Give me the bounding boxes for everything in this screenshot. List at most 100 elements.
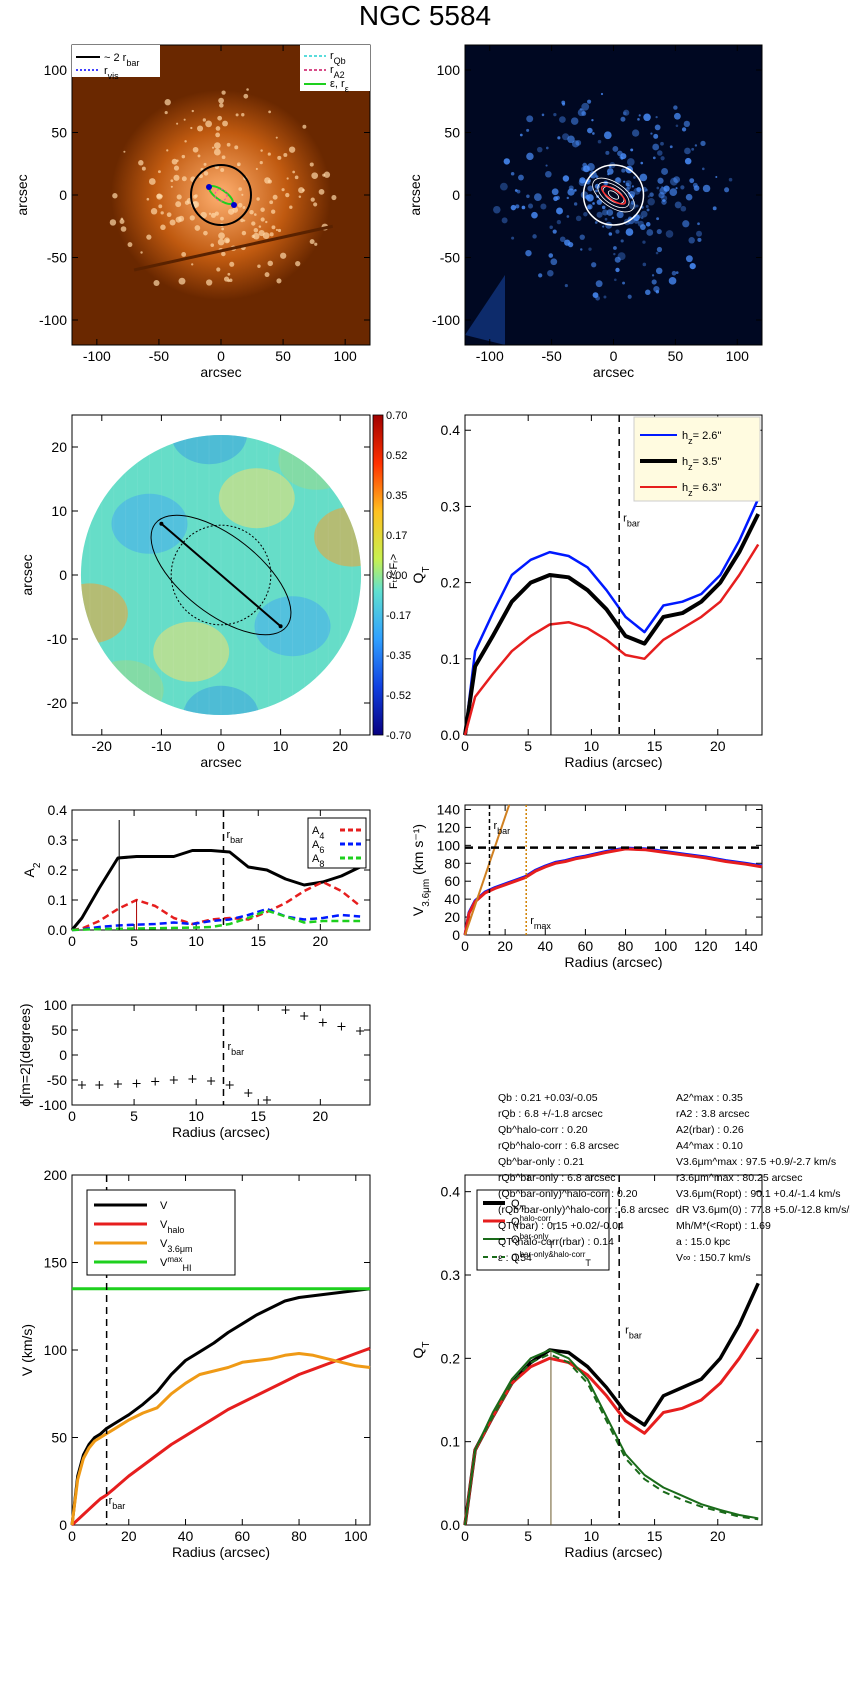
colorbar-tick-label: -0.52 [386, 690, 411, 702]
residual-knot [587, 205, 592, 210]
residual-knot [604, 217, 608, 221]
p2-ytick-label: -100 [432, 312, 460, 328]
p9-series-3 [464, 1353, 759, 1526]
galaxy-knot [213, 148, 221, 156]
galaxy-knot [226, 142, 231, 147]
residual-knot [533, 193, 542, 201]
residual-knot [642, 240, 646, 244]
phase-point [113, 1080, 122, 1088]
galaxy-knot [153, 279, 160, 287]
residual-knot [592, 292, 599, 299]
param-ra2: rA2 : 3.8 arcsec [676, 1108, 750, 1120]
residual-knot [655, 267, 663, 275]
galaxy-knot [275, 228, 279, 232]
galaxy-knot [221, 90, 226, 95]
bar-ellipse [150, 514, 292, 636]
p2-image-bg [465, 45, 762, 345]
residual-knot [516, 189, 521, 194]
residual-knot [691, 147, 695, 151]
p6-xtick-label: 120 [694, 938, 718, 954]
p6-frame [464, 804, 763, 936]
galaxy-knot [253, 227, 259, 233]
parameter-column-left: Qb : 0.21 +0.03/-0.05 rQb : 6.8 +/-1.8 a… [498, 1090, 669, 1266]
residual-knot [692, 182, 698, 188]
residual-knot [656, 217, 660, 221]
residual-knot [669, 145, 673, 149]
residual-knot [669, 188, 678, 196]
p4-xlabel: Radius (arcsec) [564, 754, 662, 770]
residual-knot [581, 111, 587, 116]
galaxy-knot [323, 171, 331, 178]
p5-series-a6 [71, 907, 361, 932]
isophote-contour [592, 177, 635, 213]
galaxy-knot [331, 194, 337, 201]
galaxy-knot [173, 174, 180, 181]
residual-knot [548, 253, 554, 258]
phase-point [132, 1079, 141, 1088]
residual-knot [684, 147, 691, 155]
p8-ytick-label: 100 [44, 1342, 68, 1358]
p3-xtick-label: -10 [151, 738, 171, 754]
p3-ytick-label: -10 [47, 631, 67, 647]
residual-knot [656, 229, 662, 235]
galaxy-knot [242, 206, 246, 209]
galaxy-knot [197, 125, 204, 132]
heatmap-blob [111, 493, 188, 554]
galaxy-knot [160, 224, 166, 231]
galaxy-knot [251, 221, 256, 226]
residual-knot [601, 205, 606, 210]
p3-ytick-label: -20 [47, 695, 67, 711]
galaxy-knot [202, 118, 207, 122]
galaxy-knot [215, 126, 221, 131]
galaxy-knot [175, 201, 182, 208]
galaxy-knot [249, 209, 254, 215]
galaxy-knot [183, 118, 186, 121]
p7-xtick-label: 5 [130, 1108, 138, 1124]
galaxy-knot [259, 161, 263, 165]
phase-point [207, 1077, 216, 1085]
residual-knot [531, 211, 538, 219]
residual-knot [556, 219, 562, 225]
galaxy-knot [164, 111, 168, 115]
p9-xtick-label: 20 [710, 1528, 726, 1544]
galaxy-knot [272, 194, 278, 200]
p2-xtick-label: 50 [668, 348, 684, 364]
galaxy-knot [197, 154, 201, 158]
residual-knot [660, 156, 665, 161]
residual-knot [591, 262, 597, 268]
residual-knot [689, 262, 696, 270]
phase-point [356, 1027, 365, 1035]
galaxy-knot [318, 188, 325, 195]
p6-xtick-label: 40 [537, 938, 553, 954]
galaxy-knot [260, 149, 263, 152]
galaxy-knot [225, 238, 230, 243]
residual-knot [570, 117, 579, 125]
param-qt-halo-corr-rbar: QT^halo-corr(rbar) : 0.14 [498, 1236, 614, 1248]
residual-knot [545, 164, 548, 167]
galaxy-knot [194, 225, 201, 231]
p5-axes: 0 5 10 15 20 0.0 0.1 0.2 0.3 0.4 [48, 802, 371, 949]
residual-knot [653, 133, 659, 139]
residual-knot [567, 188, 575, 196]
residual-knot [613, 246, 617, 250]
p8-xtick-label: 0 [68, 1528, 76, 1544]
p6-xlabel: Radius (arcsec) [564, 954, 662, 970]
galaxy-knot [217, 238, 225, 246]
param-qb: Qb : 0.21 +0.03/-0.05 [498, 1092, 598, 1104]
p3-xlabel: arcsec [200, 754, 241, 770]
p1-ylabel: arcsec [14, 174, 30, 215]
p2-xlabel: arcsec [593, 364, 634, 380]
residual-knot [615, 267, 620, 273]
residual-knot [631, 129, 640, 137]
heatmap-blob [171, 434, 248, 465]
galaxy-knot [203, 171, 209, 176]
residual-knot [564, 239, 571, 246]
bar-end-marker [231, 202, 237, 208]
phase-point [169, 1076, 178, 1084]
residual-knot [640, 210, 648, 218]
p6-xtick-label: 60 [578, 938, 594, 954]
p6-ytick-label: 40 [444, 891, 460, 907]
residual-knot [586, 194, 594, 202]
galaxy-knot [181, 252, 187, 257]
